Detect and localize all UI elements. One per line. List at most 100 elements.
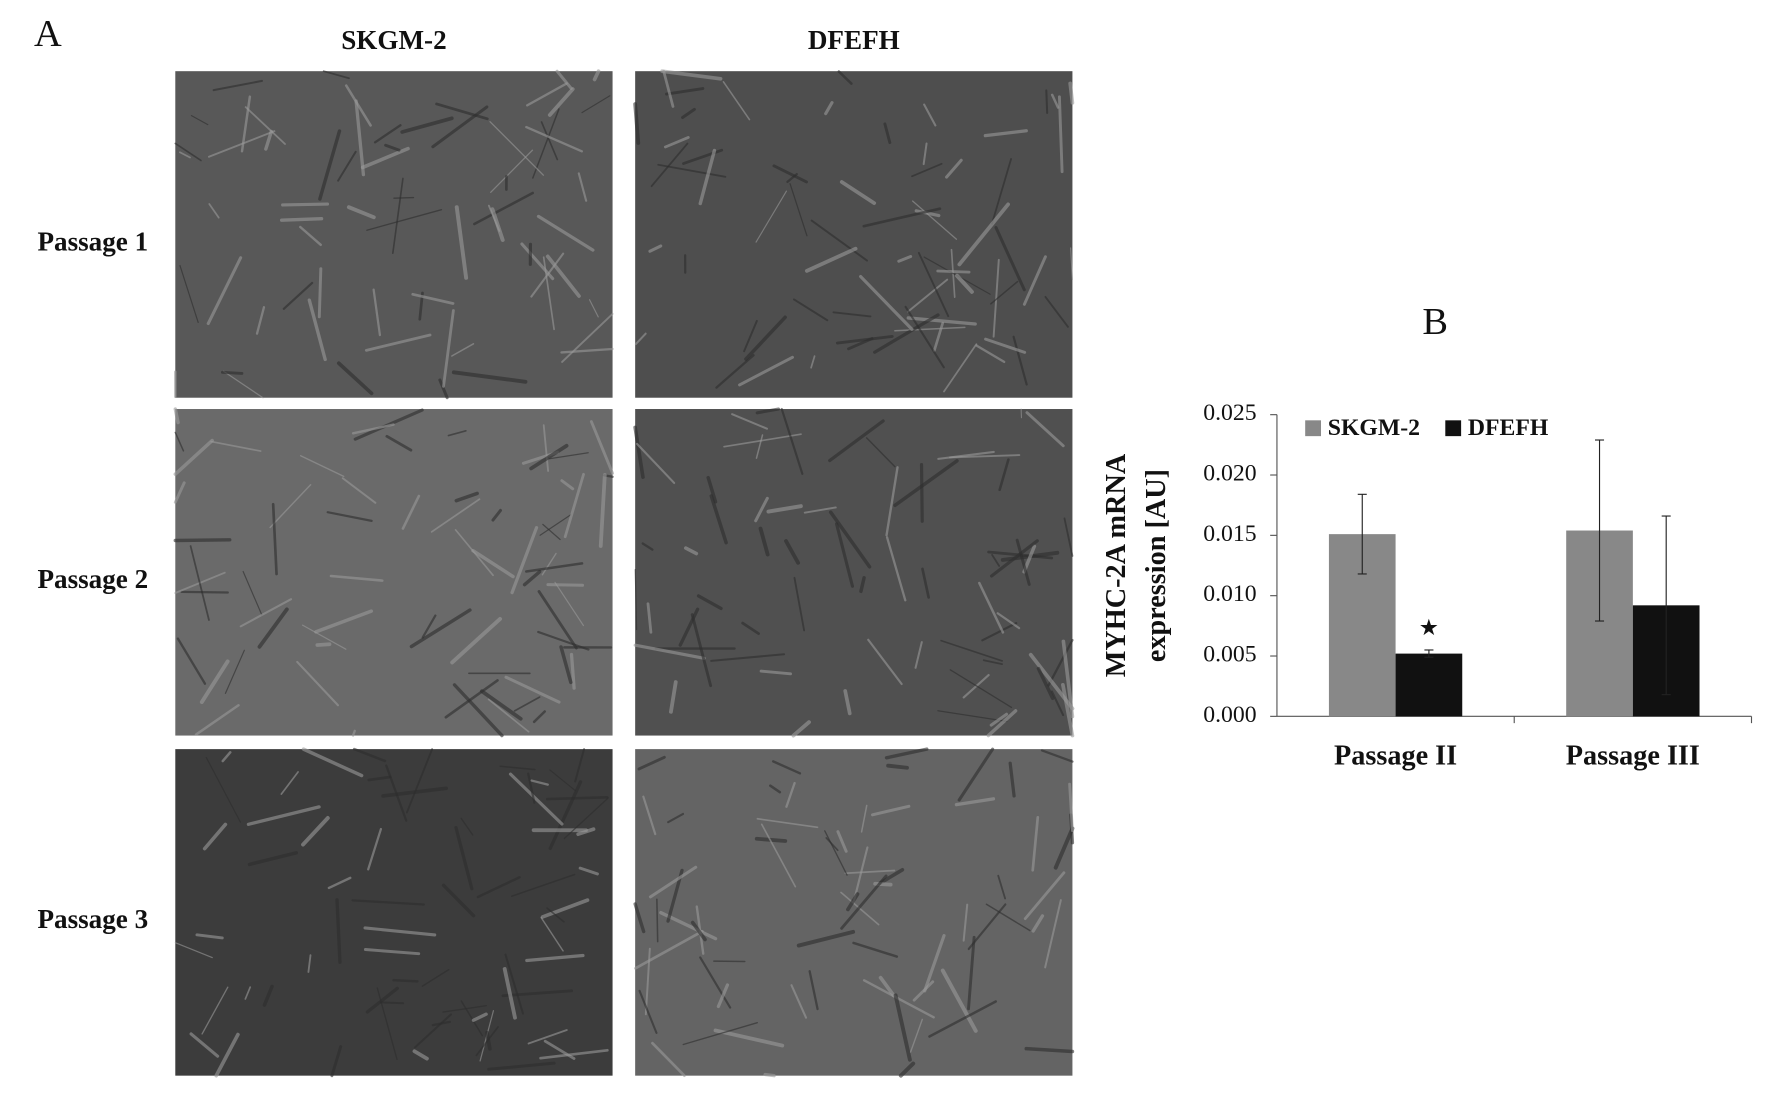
legend-label: DFEFH (1468, 415, 1549, 441)
cell-texture (1050, 93, 1060, 109)
cell-texture (843, 689, 852, 716)
cell-texture (967, 935, 976, 1011)
cell-texture (450, 616, 503, 665)
cell-texture (563, 797, 609, 840)
cell-texture (923, 934, 946, 993)
cell-texture (471, 1012, 488, 1022)
cell-texture (240, 95, 252, 153)
cell-texture (366, 208, 443, 231)
cell-texture (763, 1072, 776, 1078)
cell-texture (189, 545, 210, 621)
cell-texture (984, 337, 1027, 354)
cell-texture (766, 504, 803, 514)
cell-texture (173, 481, 186, 504)
cell-texture (327, 876, 352, 890)
cell-texture (656, 898, 659, 943)
cell-texture (981, 622, 1018, 642)
cell-texture (195, 933, 224, 940)
cell-texture (824, 101, 834, 116)
cell-texture (1044, 899, 1062, 969)
cell-texture (282, 281, 314, 310)
cell-texture (351, 899, 425, 906)
cell-texture (301, 816, 330, 847)
cell-texture (852, 941, 899, 958)
cell-texture (846, 892, 860, 912)
cell-texture (1045, 89, 1049, 114)
cell-texture (1053, 826, 1075, 870)
cell-texture (393, 196, 415, 199)
cell-texture (520, 242, 555, 281)
cell-texture (536, 214, 595, 252)
cell-texture (314, 609, 374, 634)
cell-texture (885, 536, 907, 602)
cell-texture (330, 1045, 343, 1078)
cell-texture (1061, 639, 1075, 719)
cell-texture (539, 1048, 609, 1060)
cell-texture (948, 454, 1021, 459)
cell-texture (451, 343, 475, 357)
cell-texture (473, 191, 534, 226)
cell-texture (793, 576, 806, 632)
cell-texture (364, 333, 432, 352)
cell-texture (476, 876, 521, 899)
cell-texture (1031, 815, 1040, 872)
cell-texture (893, 993, 912, 1062)
cell-texture (438, 378, 449, 400)
cell-texture (836, 830, 848, 853)
cell-texture (545, 254, 581, 298)
cell-texture (471, 548, 515, 579)
cell-texture (986, 709, 1018, 738)
cell-texture (743, 319, 758, 353)
cell-texture (454, 825, 474, 891)
column-header: DFEFH (808, 25, 900, 55)
cell-texture (852, 846, 869, 904)
cell-texture (412, 1049, 429, 1061)
cell-texture (206, 256, 243, 326)
cell-texture (257, 607, 289, 649)
cell-texture (906, 316, 977, 326)
cell-texture (560, 347, 614, 354)
cell-texture (479, 689, 523, 721)
cell-texture (989, 712, 1009, 727)
cell-texture (754, 496, 769, 523)
error-bar (1424, 649, 1434, 658)
cell-texture (179, 264, 199, 324)
cell-texture (454, 205, 469, 280)
cell-texture (878, 868, 905, 886)
cell-texture (723, 433, 802, 448)
micrograph-background (635, 71, 1073, 398)
cell-texture (391, 177, 404, 255)
cell-texture (883, 122, 892, 145)
cell-texture (893, 459, 959, 508)
cell-texture (513, 696, 541, 712)
cell-texture (346, 205, 376, 220)
cell-texture (460, 1000, 484, 1037)
cell-texture (501, 989, 574, 998)
cell-texture (435, 102, 489, 121)
cell-texture (201, 986, 229, 1035)
cell-texture (280, 771, 299, 795)
cell-texture (508, 772, 564, 826)
cell-texture (504, 953, 525, 1015)
cell-texture (699, 956, 732, 1009)
cell-texture (315, 642, 332, 647)
cell-texture (810, 355, 816, 369)
cell-texture (772, 164, 808, 184)
cell-texture (271, 502, 278, 576)
cell-texture (540, 916, 564, 952)
cell-texture (430, 498, 481, 533)
y-tick-label: 0.020 (1203, 460, 1256, 486)
cell-texture (363, 948, 421, 956)
cell-texture (957, 747, 995, 802)
cell-texture (360, 146, 410, 170)
cell-texture (581, 95, 611, 114)
cell-texture (569, 652, 576, 690)
cell-texture (837, 70, 853, 85)
cell-texture (210, 440, 262, 452)
cell-texture (744, 315, 787, 361)
cell-texture (878, 975, 896, 998)
cell-texture (307, 298, 327, 362)
cell-texture (529, 443, 569, 471)
cell-texture (452, 683, 504, 738)
